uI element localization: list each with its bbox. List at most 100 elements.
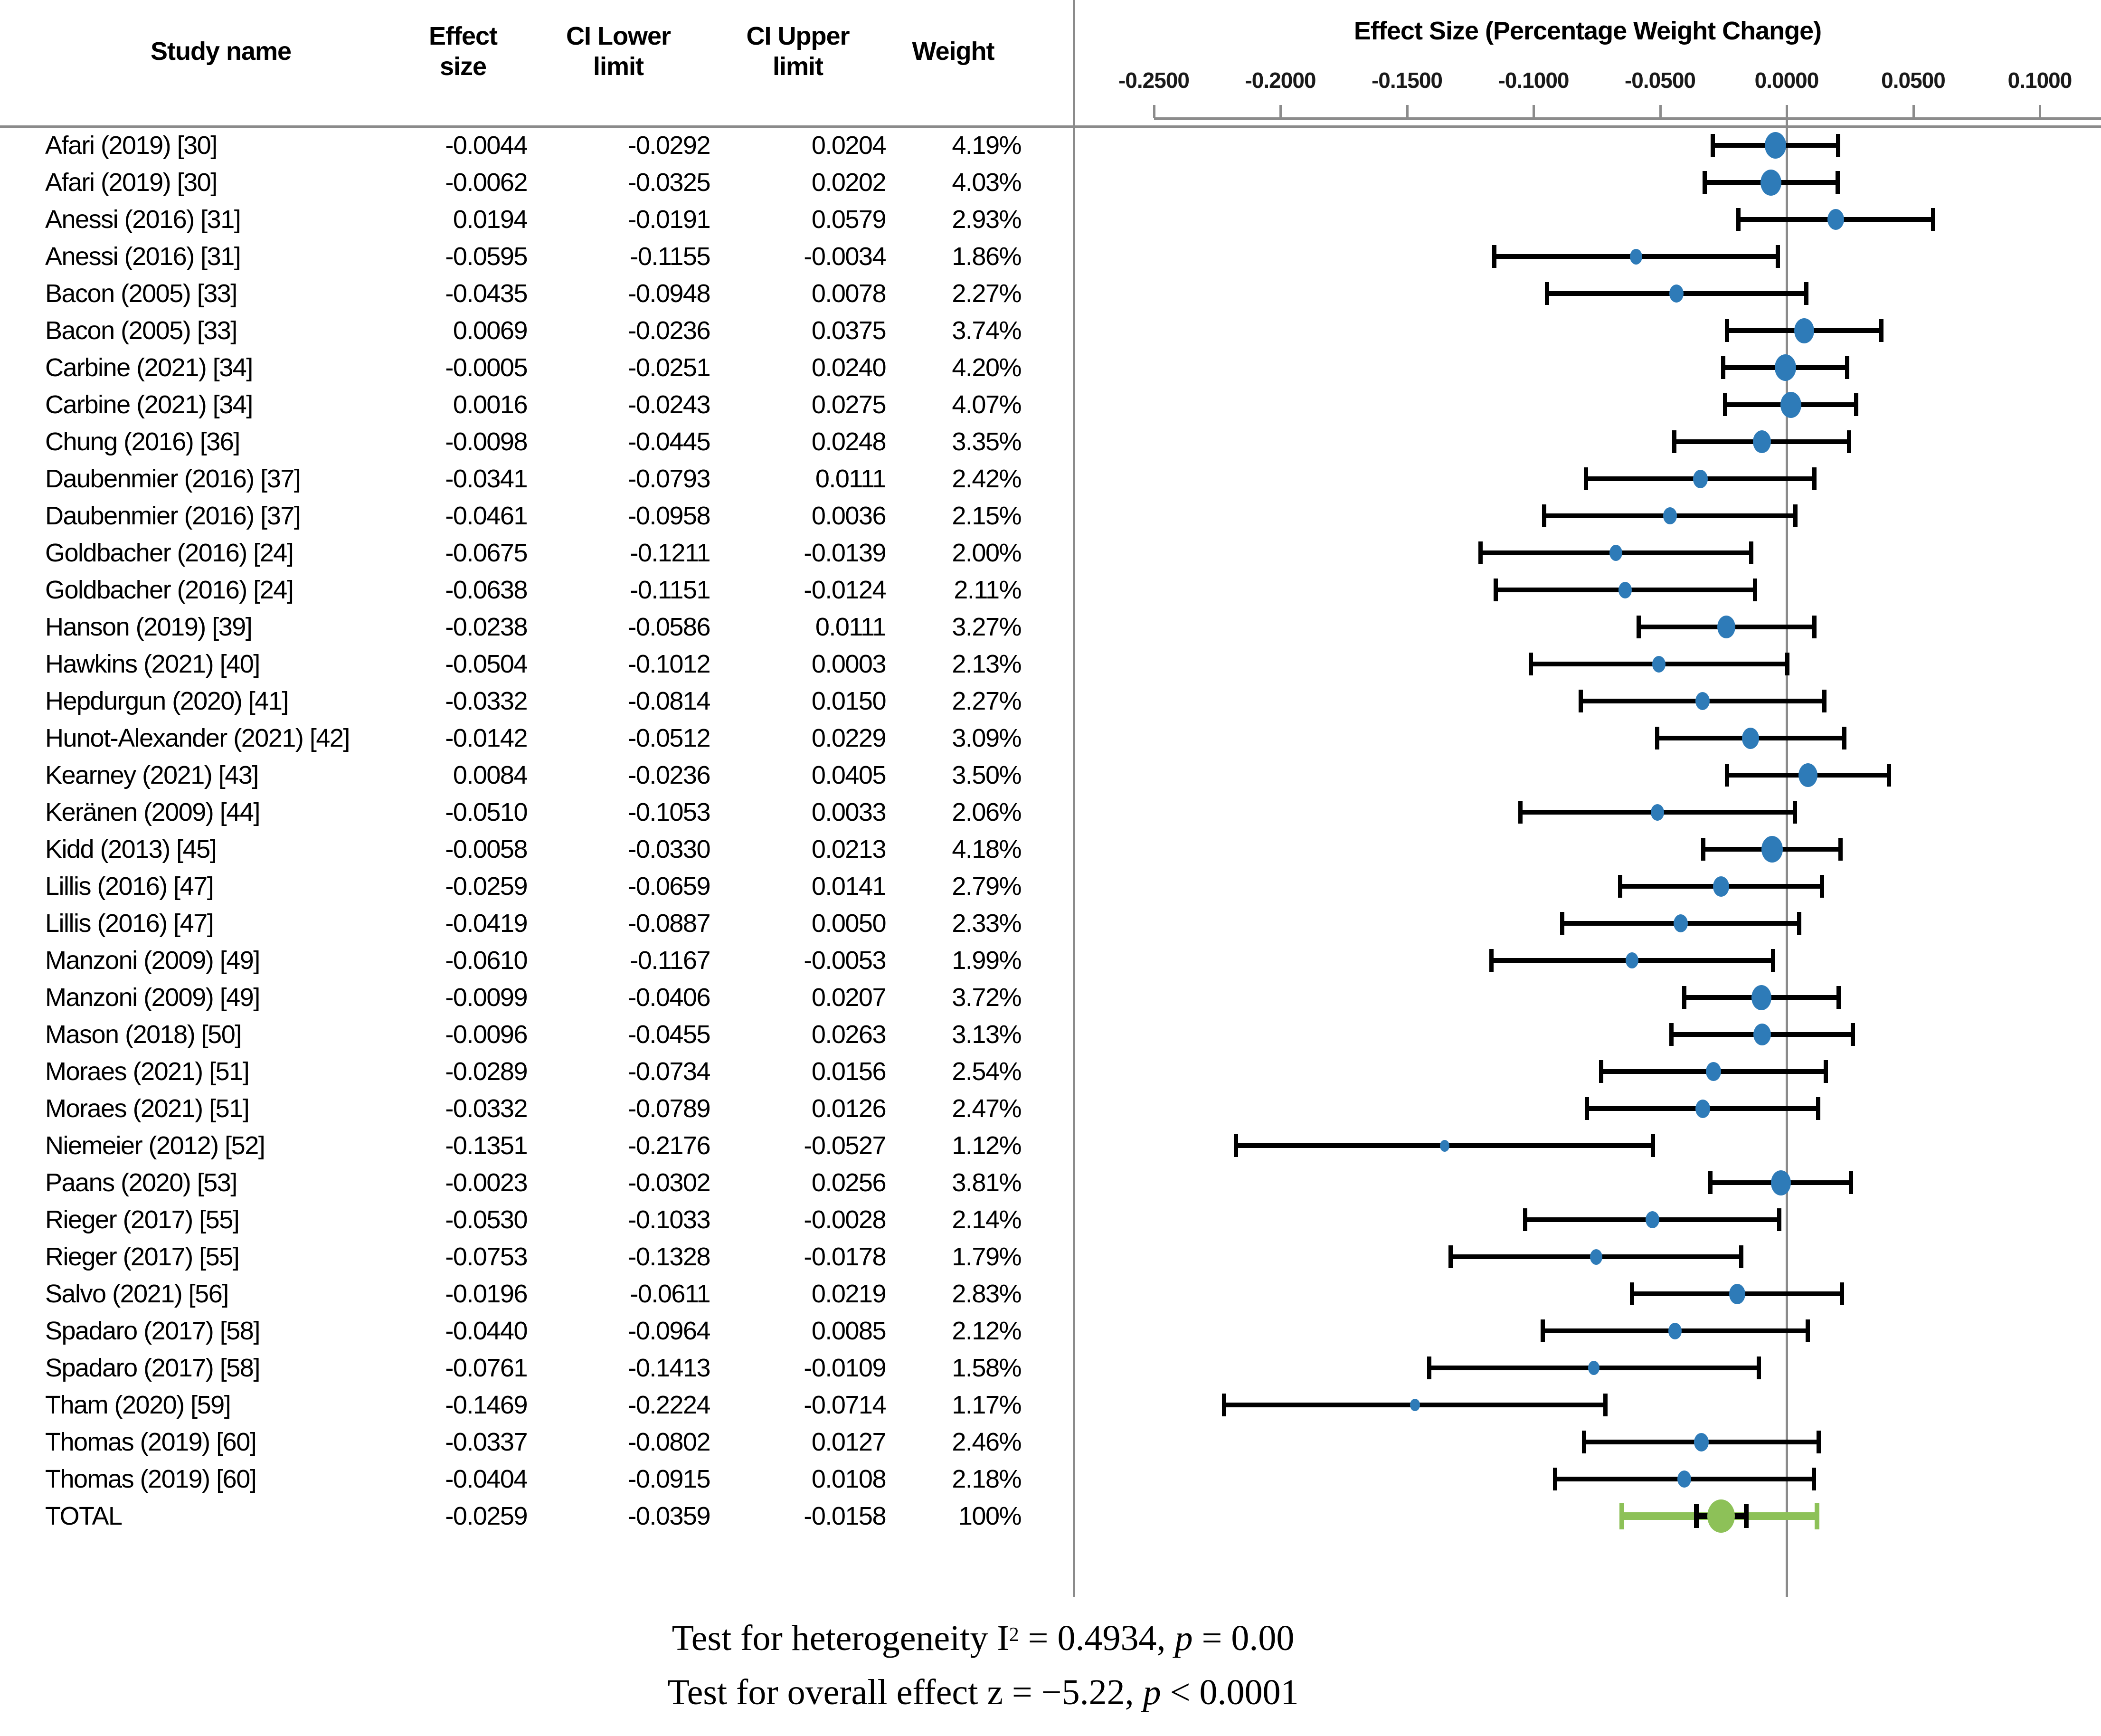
- ci-upper-cell: 0.0050: [811, 909, 887, 938]
- footnote-text: = 0.4934,: [1019, 1618, 1175, 1658]
- ci-lower-cell: -0.0359: [628, 1502, 710, 1530]
- table-row: Salvo (2021) [56] -0.0196 -0.0611 0.0219 2.8…: [0, 1275, 1074, 1312]
- effect-size-cell: -0.0404: [445, 1465, 528, 1493]
- ci-lower-cell: -0.0659: [628, 872, 710, 901]
- effect-size-cell: -0.0259: [445, 872, 528, 901]
- table-row: Hawkins (2021) [40] -0.0504 -0.1012 0.0003 2…: [0, 645, 1074, 683]
- col-header-effect-size: Effect size: [428, 22, 498, 81]
- study-name-cell: Keränen (2009) [44]: [45, 798, 260, 826]
- ci-lower-cell: -0.1211: [630, 539, 710, 567]
- forest-row: [1074, 1053, 2101, 1090]
- effect-size-cell: -0.0638: [445, 576, 528, 604]
- ci-cap-right: [1812, 467, 1817, 490]
- effect-size-cell: -0.0196: [445, 1280, 528, 1308]
- study-name-cell: Mason (2018) [50]: [45, 1020, 242, 1049]
- ci-cap-left: [1599, 1060, 1603, 1083]
- study-name-cell: Daubenmier (2016) [37]: [45, 465, 301, 493]
- axis-tick: [1279, 105, 1282, 118]
- effect-size-cell: -0.0099: [445, 983, 528, 1012]
- ci-lower-cell: -0.1167: [630, 946, 710, 975]
- forest-row: [1074, 164, 2101, 201]
- effect-size-cell: -0.0461: [445, 502, 528, 530]
- ci-cap-right: [1842, 727, 1847, 749]
- axis-tick-label: 0.0000: [1754, 68, 1819, 93]
- ci-upper-cell: 0.0375: [811, 316, 887, 345]
- table-row: Spadaro (2017) [58] -0.0440 -0.0964 0.0085 2…: [0, 1312, 1074, 1349]
- col-header-ci-lower: CI Lower limit: [566, 22, 671, 81]
- ci-upper-cell: 0.0248: [811, 427, 887, 456]
- effect-marker: [1794, 318, 1814, 343]
- table-row: Hepdurgun (2020) [41] -0.0332 -0.0814 0.015…: [0, 683, 1074, 720]
- ci-upper-cell: 0.0405: [811, 761, 887, 789]
- ci-upper-cell: 0.0156: [811, 1057, 887, 1086]
- forest-row: [1074, 460, 2101, 497]
- axis-tick: [1406, 105, 1409, 118]
- study-name-cell: Moraes (2021) [51]: [45, 1094, 250, 1123]
- ci-cap-right: [1847, 430, 1852, 453]
- ci-cap-right: [1785, 653, 1789, 675]
- forest-row: [1074, 1312, 2101, 1349]
- ci-upper-cell: -0.0124: [804, 576, 886, 604]
- study-name-cell: Rieger (2017) [55]: [45, 1205, 240, 1234]
- effect-size-cell: -0.0675: [445, 539, 528, 567]
- ci-upper-cell: -0.0158: [804, 1502, 886, 1530]
- ci-upper-cell: 0.0108: [811, 1465, 887, 1493]
- effect-size-cell: -0.1351: [445, 1131, 528, 1160]
- table-row: Spadaro (2017) [58] -0.0761 -0.1413 -0.0109…: [0, 1349, 1074, 1386]
- table-row: Goldbacher (2016) [24] -0.0638 -0.1151 -0.0…: [0, 571, 1074, 608]
- ci-cap-left: [1655, 727, 1660, 749]
- ci-lower-cell: -0.0793: [628, 465, 710, 493]
- study-name-cell: TOTAL: [45, 1502, 123, 1530]
- effect-marker: [1629, 248, 1642, 265]
- ci-cap-right: [1849, 1171, 1854, 1194]
- effect-size-cell: -0.0761: [445, 1354, 528, 1382]
- ci-cap-left: [1553, 1468, 1558, 1490]
- forest-row: [1074, 905, 2101, 942]
- ci-upper-cell: 0.0141: [811, 872, 887, 901]
- table-row: Daubenmier (2016) [37] -0.0341 -0.0793 0.01…: [0, 460, 1074, 497]
- ci-lower-cell: -0.0814: [628, 687, 710, 715]
- ci-upper-cell: -0.0178: [804, 1243, 886, 1271]
- effect-marker: [1651, 804, 1665, 821]
- effect-size-cell: -0.0435: [445, 279, 528, 308]
- study-name-cell: Carbine (2021) [34]: [45, 353, 253, 382]
- study-name-cell: Niemeier (2012) [52]: [45, 1131, 265, 1160]
- ci-cap-right: [1816, 1097, 1821, 1120]
- ci-cap-right: [1822, 690, 1827, 712]
- footnote-text: = 0.00: [1192, 1618, 1295, 1658]
- ci-upper-cell: 0.0240: [811, 353, 887, 382]
- effect-size-cell: -0.0530: [445, 1205, 528, 1234]
- weight-cell: 2.18%: [952, 1465, 1022, 1493]
- ci-upper-cell: -0.0053: [804, 946, 886, 975]
- weight-cell: 3.81%: [952, 1168, 1022, 1197]
- ci-upper-cell: 0.0202: [811, 168, 887, 197]
- ci-upper-cell: 0.0207: [811, 983, 887, 1012]
- effect-size-cell: -0.0098: [445, 427, 528, 456]
- ci-lower-cell: -0.0611: [630, 1280, 710, 1308]
- ci-cap-left: [1585, 1097, 1590, 1120]
- study-name-cell: Spadaro (2017) [58]: [45, 1317, 260, 1345]
- axis-tick: [1786, 105, 1788, 118]
- footnote-text: Test for overall effect z = −5.22,: [667, 1672, 1143, 1712]
- ci-lower-cell: -0.0406: [628, 983, 710, 1012]
- footnote-text: p: [1174, 1618, 1193, 1658]
- effect-marker: [1713, 876, 1729, 897]
- axis-tick-label: 0.0500: [1881, 68, 1946, 93]
- effect-marker: [1761, 836, 1783, 863]
- study-name-cell: Thomas (2019) [60]: [45, 1428, 257, 1456]
- forest-row: [1074, 238, 2101, 275]
- axis-tick-label: -0.1000: [1498, 68, 1569, 93]
- ci-lower-cell: -0.0964: [628, 1317, 710, 1345]
- study-name-cell: Goldbacher (2016) [24]: [45, 539, 294, 567]
- axis-tick: [1153, 105, 1155, 118]
- ci-lower-cell: -0.1053: [628, 798, 710, 826]
- ci-cap-left: [1478, 541, 1483, 564]
- forest-row: [1074, 1423, 2101, 1461]
- effect-size-cell: -0.0341: [445, 465, 528, 493]
- study-name-cell: Goldbacher (2016) [24]: [45, 576, 294, 604]
- ci-cap-left: [1541, 1319, 1545, 1342]
- ci-cap-right: [1756, 1357, 1761, 1379]
- ci-cap-left: [1636, 616, 1641, 638]
- ci-cap-left: [1725, 764, 1730, 787]
- ci-cap-left: [1584, 467, 1589, 490]
